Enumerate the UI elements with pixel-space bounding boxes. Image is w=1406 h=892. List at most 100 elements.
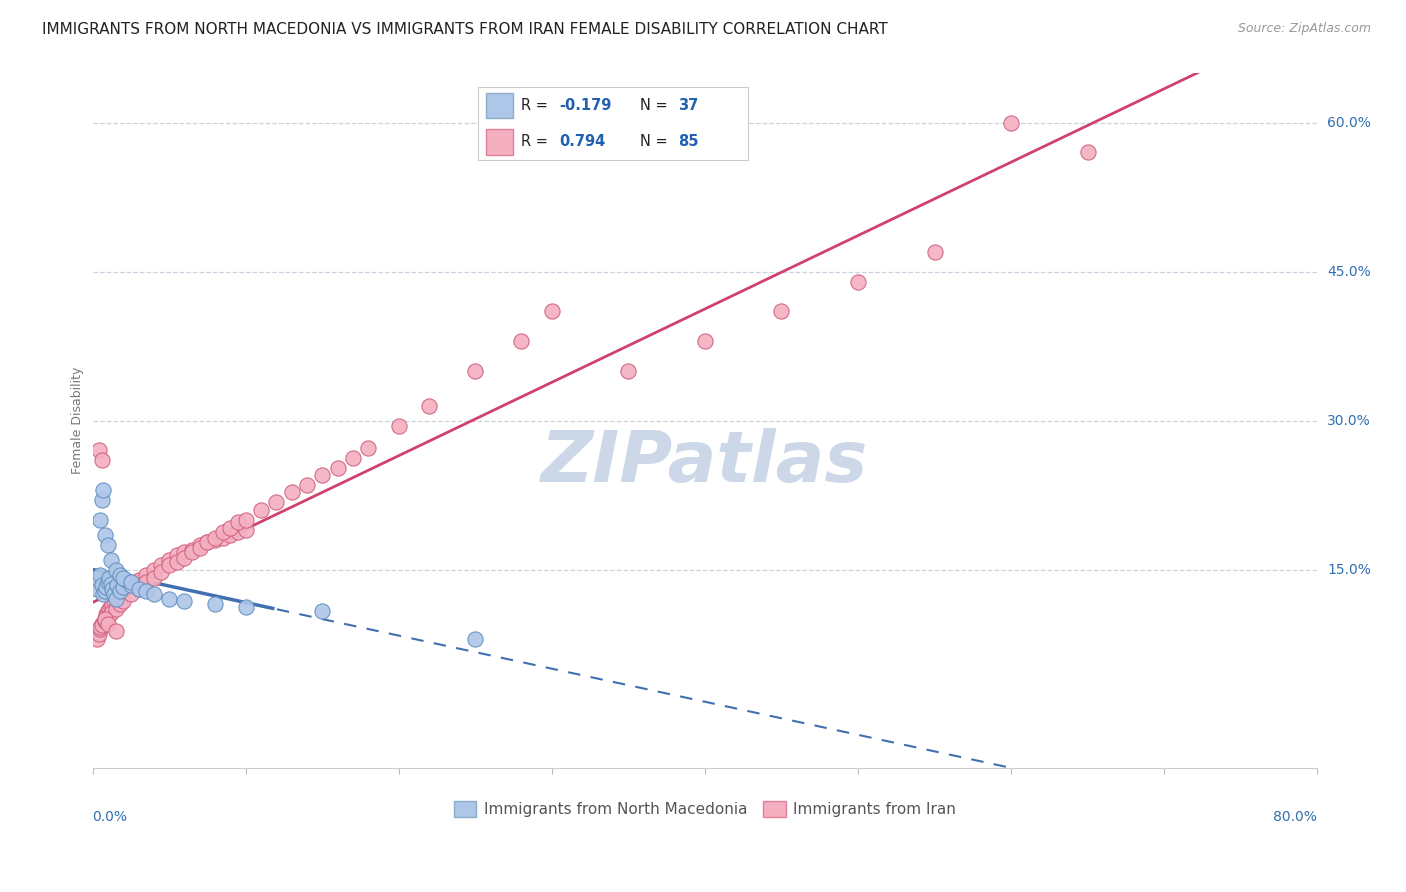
Point (105, 577, 128, 591)
Point (166, 555, 188, 569)
Point (96, 607, 118, 622)
Point (94, 528, 117, 542)
Point (120, 577, 142, 591)
Point (90, 618, 112, 632)
Point (1077, 145, 1099, 160)
Point (388, 418, 411, 433)
Point (104, 624, 127, 639)
Point (197, 534, 219, 549)
Point (105, 591, 128, 605)
Point (97, 604, 120, 618)
Point (90, 577, 112, 591)
Text: 60.0%: 60.0% (1327, 116, 1371, 129)
Point (90, 617, 112, 632)
Point (86, 632, 108, 647)
Point (120, 587, 142, 601)
Point (311, 468, 333, 483)
Point (693, 334, 716, 348)
Text: Source: ZipAtlas.com: Source: ZipAtlas.com (1237, 22, 1371, 36)
Point (464, 364, 486, 378)
Point (219, 528, 242, 542)
Point (120, 577, 142, 591)
Point (250, 503, 273, 517)
Point (235, 523, 257, 537)
Y-axis label: Female Disability: Female Disability (72, 367, 84, 475)
Point (924, 244, 946, 259)
Point (94, 614, 117, 628)
Point (135, 567, 157, 582)
Point (235, 600, 257, 615)
Point (181, 542, 204, 557)
Point (90, 493, 112, 508)
Point (166, 548, 188, 562)
Point (342, 451, 364, 466)
Text: 30.0%: 30.0% (1327, 414, 1371, 427)
Point (150, 558, 173, 572)
Text: 80.0%: 80.0% (1274, 810, 1317, 824)
Point (197, 534, 219, 549)
Point (219, 521, 242, 535)
Point (135, 584, 157, 599)
Point (173, 550, 195, 565)
Point (94, 612, 117, 626)
Point (326, 461, 349, 475)
Point (112, 570, 135, 584)
Point (128, 582, 150, 597)
Point (97, 610, 120, 624)
Point (100, 576, 122, 591)
Point (103, 587, 125, 601)
Point (97, 574, 120, 589)
Point (226, 524, 249, 539)
Point (846, 275, 869, 289)
Point (120, 574, 142, 589)
Point (90, 453, 112, 467)
Point (89, 620, 111, 634)
Point (97, 538, 120, 552)
Point (87, 627, 110, 641)
Point (108, 598, 131, 612)
Point (103, 594, 125, 608)
Point (91, 617, 114, 632)
Point (107, 589, 129, 603)
Point (157, 558, 180, 572)
Point (89, 513, 111, 527)
Point (115, 581, 138, 595)
Point (89, 622, 111, 636)
Point (357, 442, 380, 456)
Point (112, 594, 135, 608)
Point (617, 364, 640, 378)
Point (211, 531, 233, 545)
Point (115, 573, 138, 587)
Point (98, 602, 121, 616)
Point (157, 552, 180, 566)
Point (188, 538, 211, 552)
Point (204, 598, 226, 612)
Point (97, 617, 120, 632)
Text: 0.0%: 0.0% (93, 810, 128, 824)
Point (104, 563, 127, 577)
Point (464, 632, 486, 647)
Point (100, 552, 122, 566)
Point (98, 570, 121, 584)
Point (112, 581, 135, 595)
Point (266, 495, 288, 509)
Point (235, 513, 257, 527)
Point (91, 587, 114, 601)
Point (1000, 115, 1022, 129)
Point (101, 582, 124, 597)
Point (112, 582, 135, 597)
Point (128, 573, 150, 587)
Text: 45.0%: 45.0% (1327, 265, 1371, 278)
Point (89, 567, 111, 582)
Point (510, 334, 533, 348)
Point (211, 524, 233, 539)
Point (108, 584, 131, 599)
Point (770, 304, 793, 318)
Point (204, 533, 226, 547)
Point (104, 592, 127, 607)
Point (204, 531, 226, 545)
Point (142, 570, 165, 584)
Point (295, 478, 318, 492)
Text: 15.0%: 15.0% (1327, 563, 1371, 576)
Point (87, 573, 110, 587)
